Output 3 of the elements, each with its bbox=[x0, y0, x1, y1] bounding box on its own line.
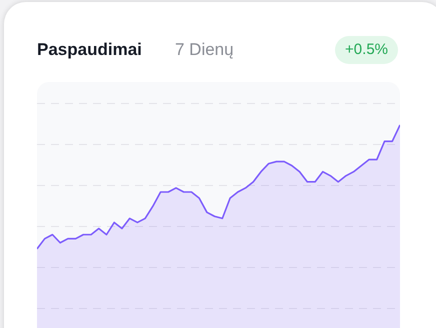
text: +0.5% bbox=[335, 36, 398, 64]
chart-subtitle: 7 Dienų bbox=[175, 40, 234, 60]
chart-title: Paspaudimai bbox=[37, 40, 142, 60]
